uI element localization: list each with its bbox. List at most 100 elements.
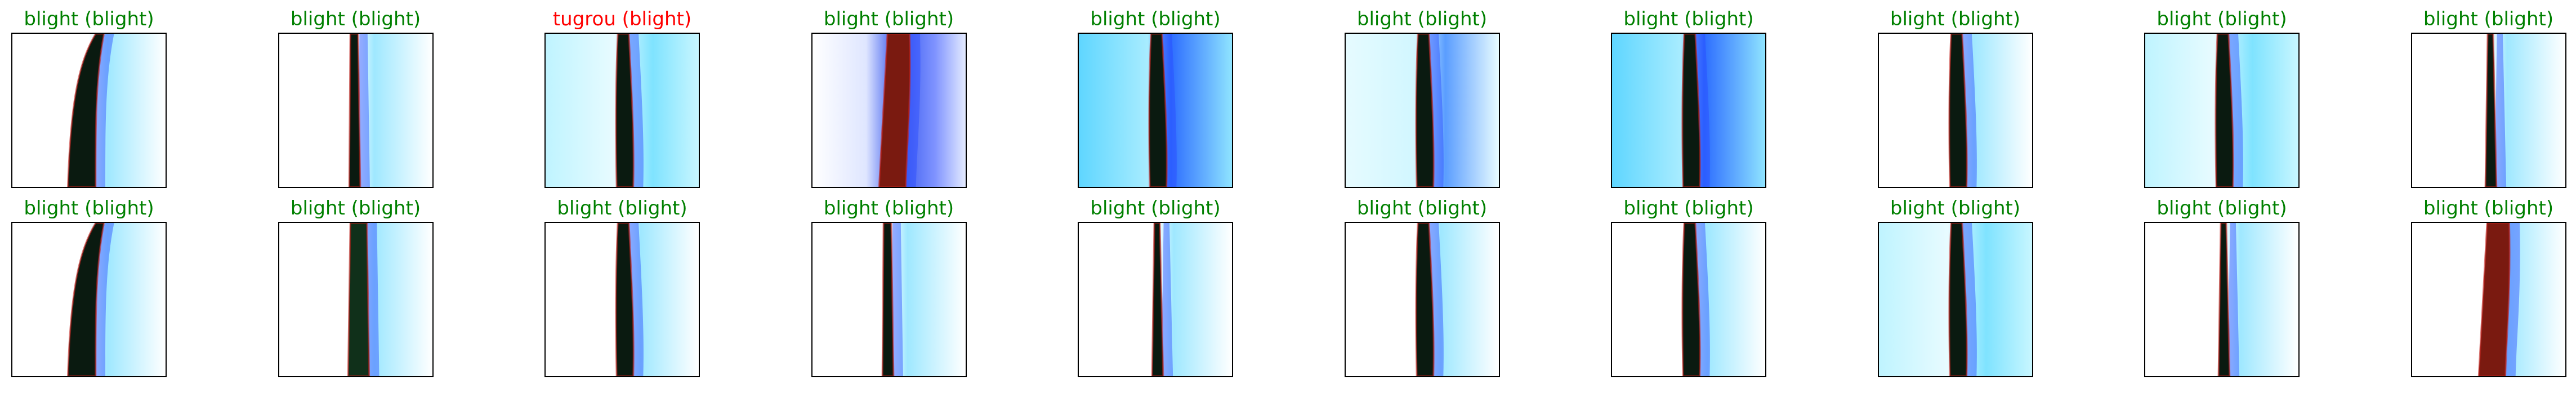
prediction-cell: blight (blight)	[1078, 8, 1233, 188]
leaf-edge	[881, 223, 894, 376]
leaf-glow	[2227, 223, 2240, 376]
leaf-edge	[1151, 223, 1164, 376]
leaf-image	[278, 222, 434, 377]
leaf-edge	[615, 34, 635, 187]
prediction-caption: blight (blight)	[1090, 197, 1221, 220]
leaf-image	[11, 222, 167, 377]
leaf-stem	[1949, 223, 1967, 376]
leaf-stem	[1949, 34, 1967, 187]
prediction-cell: blight (blight)	[278, 197, 434, 377]
leaf-image	[2410, 33, 2566, 188]
leaf-stem	[878, 34, 910, 187]
prediction-cell: blight (blight)	[2144, 8, 2300, 188]
leaf-image	[1877, 33, 2033, 188]
leaf-image	[2144, 33, 2300, 188]
leaf-edge	[1414, 223, 1435, 376]
leaf-edge	[2215, 34, 2234, 187]
leaf-image	[544, 222, 700, 377]
leaf-stem	[1416, 34, 1434, 187]
prediction-cell: blight (blight)	[2144, 197, 2300, 377]
prediction-caption: tugrou (blight)	[552, 8, 692, 30]
leaf-stem	[1682, 223, 1700, 376]
leaf-glow	[1161, 223, 1173, 376]
prediction-caption: blight (blight)	[823, 197, 954, 220]
prediction-cell: blight (blight)	[1078, 197, 1233, 377]
leaf-stem	[349, 34, 360, 187]
prediction-cell: blight (blight)	[11, 8, 167, 188]
prediction-caption: blight (blight)	[290, 8, 421, 30]
prediction-caption: blight (blight)	[2157, 8, 2287, 30]
leaf-stem	[615, 223, 634, 376]
leaf-image	[1078, 33, 1233, 188]
leaf-stem	[347, 223, 369, 376]
prediction-caption: blight (blight)	[1890, 8, 2021, 30]
leaf-glow	[358, 34, 370, 187]
leaf-image	[2144, 222, 2300, 377]
leaf-stem	[882, 223, 894, 376]
leaf-edge	[878, 34, 911, 187]
prediction-cell: blight (blight)	[2410, 197, 2566, 377]
leaf-image	[544, 33, 700, 188]
leaf-image	[1611, 222, 1766, 377]
prediction-caption: blight (blight)	[1356, 8, 1488, 30]
leaf-image	[1344, 33, 1500, 188]
leaf-stem	[615, 34, 634, 187]
leaf-stem	[2478, 223, 2510, 376]
prediction-caption: blight (blight)	[2423, 8, 2554, 30]
leaf-image	[811, 33, 967, 188]
leaf-stem	[1416, 223, 1434, 376]
prediction-cell: blight (blight)	[1344, 8, 1500, 188]
prediction-cell: blight (blight)	[2410, 8, 2566, 188]
prediction-caption: blight (blight)	[24, 8, 154, 30]
prediction-caption: blight (blight)	[2423, 197, 2554, 220]
prediction-caption: blight (blight)	[1623, 8, 1754, 30]
prediction-cell: blight (blight)	[1877, 197, 2033, 377]
leaf-edge	[347, 223, 370, 376]
prediction-cell: blight (blight)	[544, 197, 700, 377]
leaf-edge	[1148, 34, 1168, 187]
leaf-edge	[1948, 34, 1968, 187]
leaf-image	[811, 222, 967, 377]
leaf-image	[1078, 222, 1233, 377]
leaf-stem	[1149, 34, 1167, 187]
leaf-image	[1611, 33, 1766, 188]
leaf-edge	[67, 34, 105, 187]
prediction-cell: blight (blight)	[1611, 197, 1766, 377]
prediction-cell: blight (blight)	[1877, 8, 2033, 188]
prediction-caption: blight (blight)	[2157, 197, 2287, 220]
leaf-edge	[2477, 223, 2511, 376]
leaf-stem	[2215, 34, 2234, 187]
leaf-edge	[1681, 34, 1701, 187]
prediction-cell: blight (blight)	[811, 8, 967, 188]
prediction-cell: blight (blight)	[278, 8, 434, 188]
leaf-image	[1344, 222, 1500, 377]
prediction-caption: blight (blight)	[290, 197, 421, 220]
prediction-cell: blight (blight)	[1611, 8, 1766, 188]
prediction-cell: blight (blight)	[1344, 197, 1500, 377]
prediction-caption: blight (blight)	[1890, 197, 2021, 220]
leaf-image	[278, 33, 434, 188]
leaf-edge	[1681, 223, 1701, 376]
leaf-edge	[2217, 223, 2231, 376]
leaf-edge	[1948, 223, 1968, 376]
leaf-edge	[615, 223, 635, 376]
prediction-caption: blight (blight)	[1090, 8, 1221, 30]
leaf-stem	[1682, 34, 1700, 187]
prediction-cell: blight (blight)	[811, 197, 967, 377]
leaf-image	[2410, 222, 2566, 377]
leaf-glow	[2494, 34, 2506, 187]
leaf-edge	[67, 223, 105, 376]
leaf-edge	[2484, 34, 2497, 187]
prediction-caption: blight (blight)	[823, 8, 954, 30]
leaf-image	[11, 33, 167, 188]
prediction-caption: blight (blight)	[1623, 197, 1754, 220]
prediction-caption: blight (blight)	[1356, 197, 1488, 220]
leaf-glow	[891, 223, 903, 376]
prediction-caption: blight (blight)	[24, 197, 154, 220]
prediction-cell: tugrou (blight)	[544, 8, 700, 188]
leaf-image	[1877, 222, 2033, 377]
leaf-edge	[348, 34, 361, 187]
leaf-edge	[1414, 34, 1435, 187]
prediction-caption: blight (blight)	[557, 197, 687, 220]
